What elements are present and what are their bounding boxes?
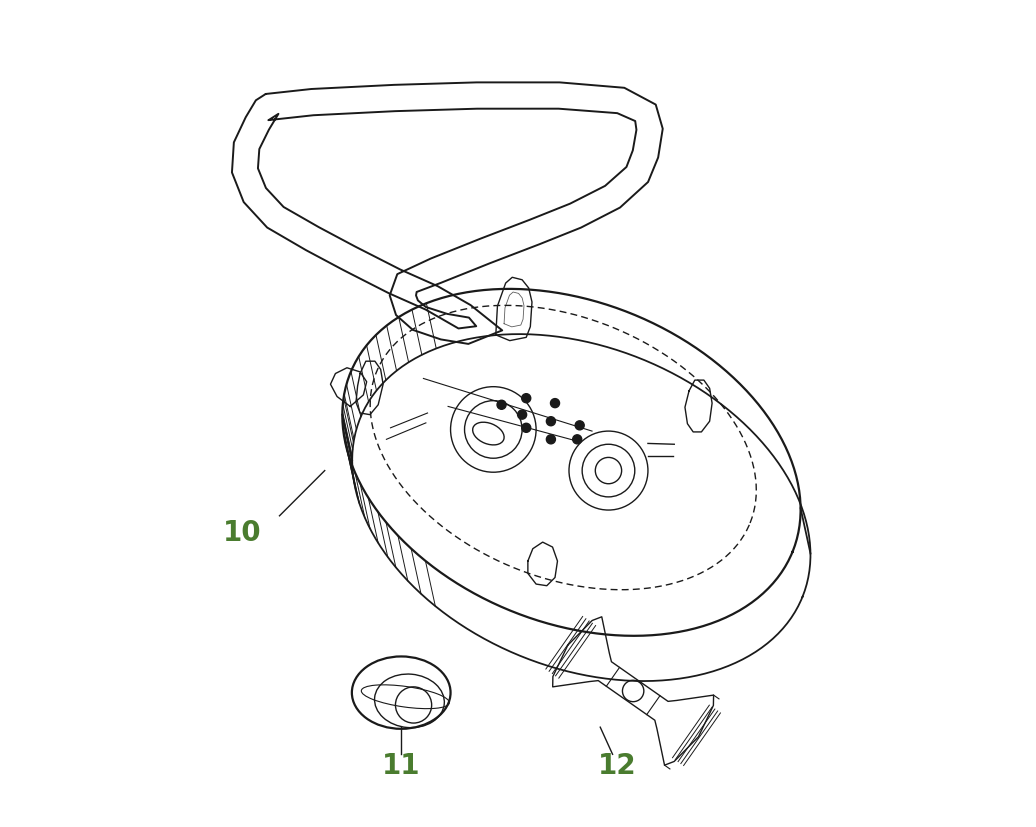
Circle shape: [522, 394, 530, 404]
Circle shape: [518, 411, 526, 419]
Circle shape: [575, 421, 584, 430]
Text: 10: 10: [223, 519, 262, 547]
Circle shape: [497, 401, 506, 410]
Circle shape: [546, 435, 555, 444]
Circle shape: [550, 399, 559, 409]
Text: 12: 12: [598, 751, 636, 779]
Circle shape: [522, 423, 530, 433]
Circle shape: [573, 435, 582, 444]
Text: 11: 11: [382, 751, 421, 779]
Circle shape: [546, 417, 555, 426]
